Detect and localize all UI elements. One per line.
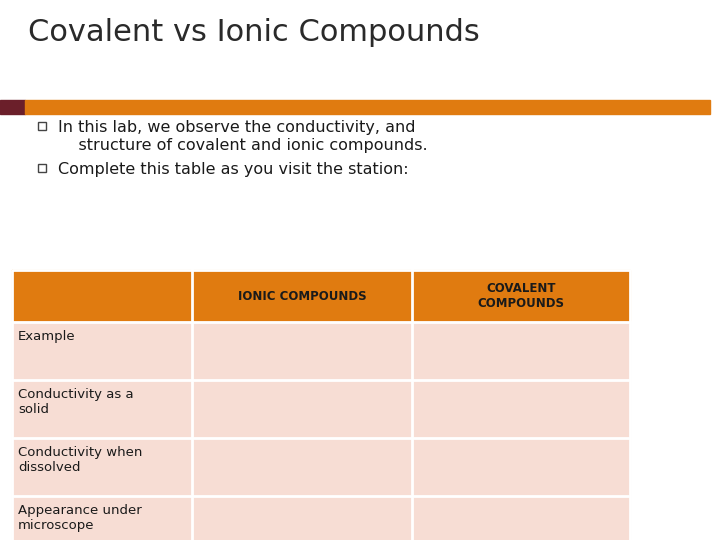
Text: Appearance under
microscope: Appearance under microscope xyxy=(18,504,142,532)
Text: COVALENT
COMPOUNDS: COVALENT COMPOUNDS xyxy=(477,282,564,310)
Bar xyxy=(192,496,412,540)
Bar xyxy=(25,100,710,114)
Bar xyxy=(12,380,192,438)
Bar xyxy=(12,270,630,540)
Bar xyxy=(412,438,630,496)
Bar xyxy=(0,100,25,114)
Bar xyxy=(192,438,412,496)
Bar xyxy=(192,322,412,380)
Bar xyxy=(412,322,630,380)
Text: Complete this table as you visit the station:: Complete this table as you visit the sta… xyxy=(58,162,409,177)
Text: structure of covalent and ionic compounds.: structure of covalent and ionic compound… xyxy=(58,138,428,153)
Bar xyxy=(412,496,630,540)
Text: In this lab, we observe the conductivity, and: In this lab, we observe the conductivity… xyxy=(58,120,415,135)
Bar xyxy=(12,496,192,540)
Text: Example: Example xyxy=(18,330,76,343)
Bar xyxy=(12,322,192,380)
Text: Conductivity when
dissolved: Conductivity when dissolved xyxy=(18,446,143,474)
Bar xyxy=(192,380,412,438)
Bar xyxy=(38,164,46,172)
Bar xyxy=(412,380,630,438)
Bar xyxy=(12,438,192,496)
Text: Conductivity as a
solid: Conductivity as a solid xyxy=(18,388,134,416)
Text: Covalent vs Ionic Compounds: Covalent vs Ionic Compounds xyxy=(28,18,480,47)
Bar xyxy=(38,122,46,130)
Text: IONIC COMPOUNDS: IONIC COMPOUNDS xyxy=(238,289,366,302)
Bar xyxy=(12,270,630,322)
